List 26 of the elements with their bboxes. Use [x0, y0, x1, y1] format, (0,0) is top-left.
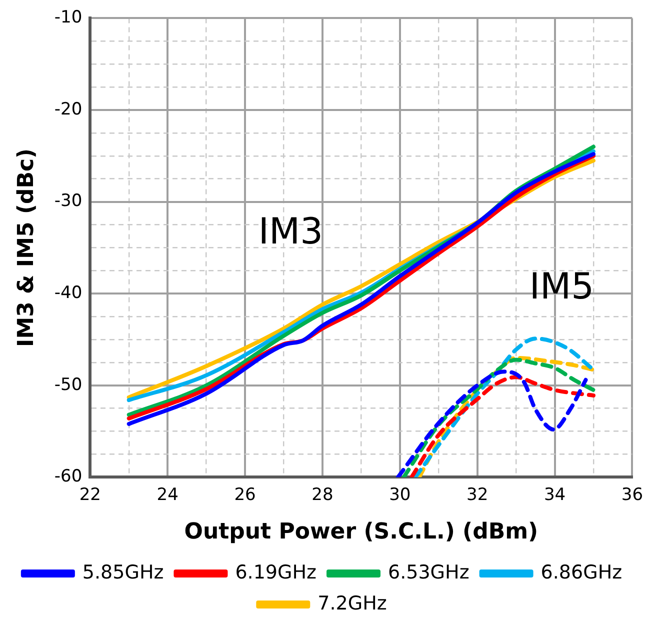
y-tick-label: -20	[54, 99, 82, 120]
x-tick-label: 36	[621, 484, 644, 505]
x-tick-label: 22	[79, 484, 101, 505]
x-tick-label: 30	[389, 484, 411, 505]
line-series	[410, 375, 596, 478]
y-tick-label: -50	[54, 374, 82, 395]
line-series	[413, 336, 596, 478]
y-tick-label: -60	[54, 466, 82, 487]
y-tick-label: -10	[54, 8, 82, 28]
legend-label: 6.53GHz	[388, 561, 470, 584]
legend-label: 5.85GHz	[82, 561, 164, 584]
legend-label: 6.86GHz	[540, 561, 622, 584]
y-tick-label: -40	[54, 283, 82, 304]
x-tick-label: 26	[234, 484, 256, 505]
x-tick-label: 34	[544, 484, 566, 505]
y-axis-title: IM3 & IM5 (dBc)	[14, 148, 39, 348]
annotation: IM5	[529, 266, 594, 308]
legend-label: 7.2GHz	[318, 592, 387, 614]
x-axis-title: Output Power (S.C.L.) (dBm)	[184, 520, 538, 545]
legend-label: 6.19GHz	[235, 561, 317, 584]
x-tick-label: 24	[156, 484, 178, 505]
line-series	[396, 370, 588, 478]
annotation: IM3	[258, 211, 324, 252]
y-tick-label: -30	[54, 191, 82, 212]
x-tick-label: 32	[466, 484, 488, 505]
x-tick-label: 28	[312, 484, 334, 505]
